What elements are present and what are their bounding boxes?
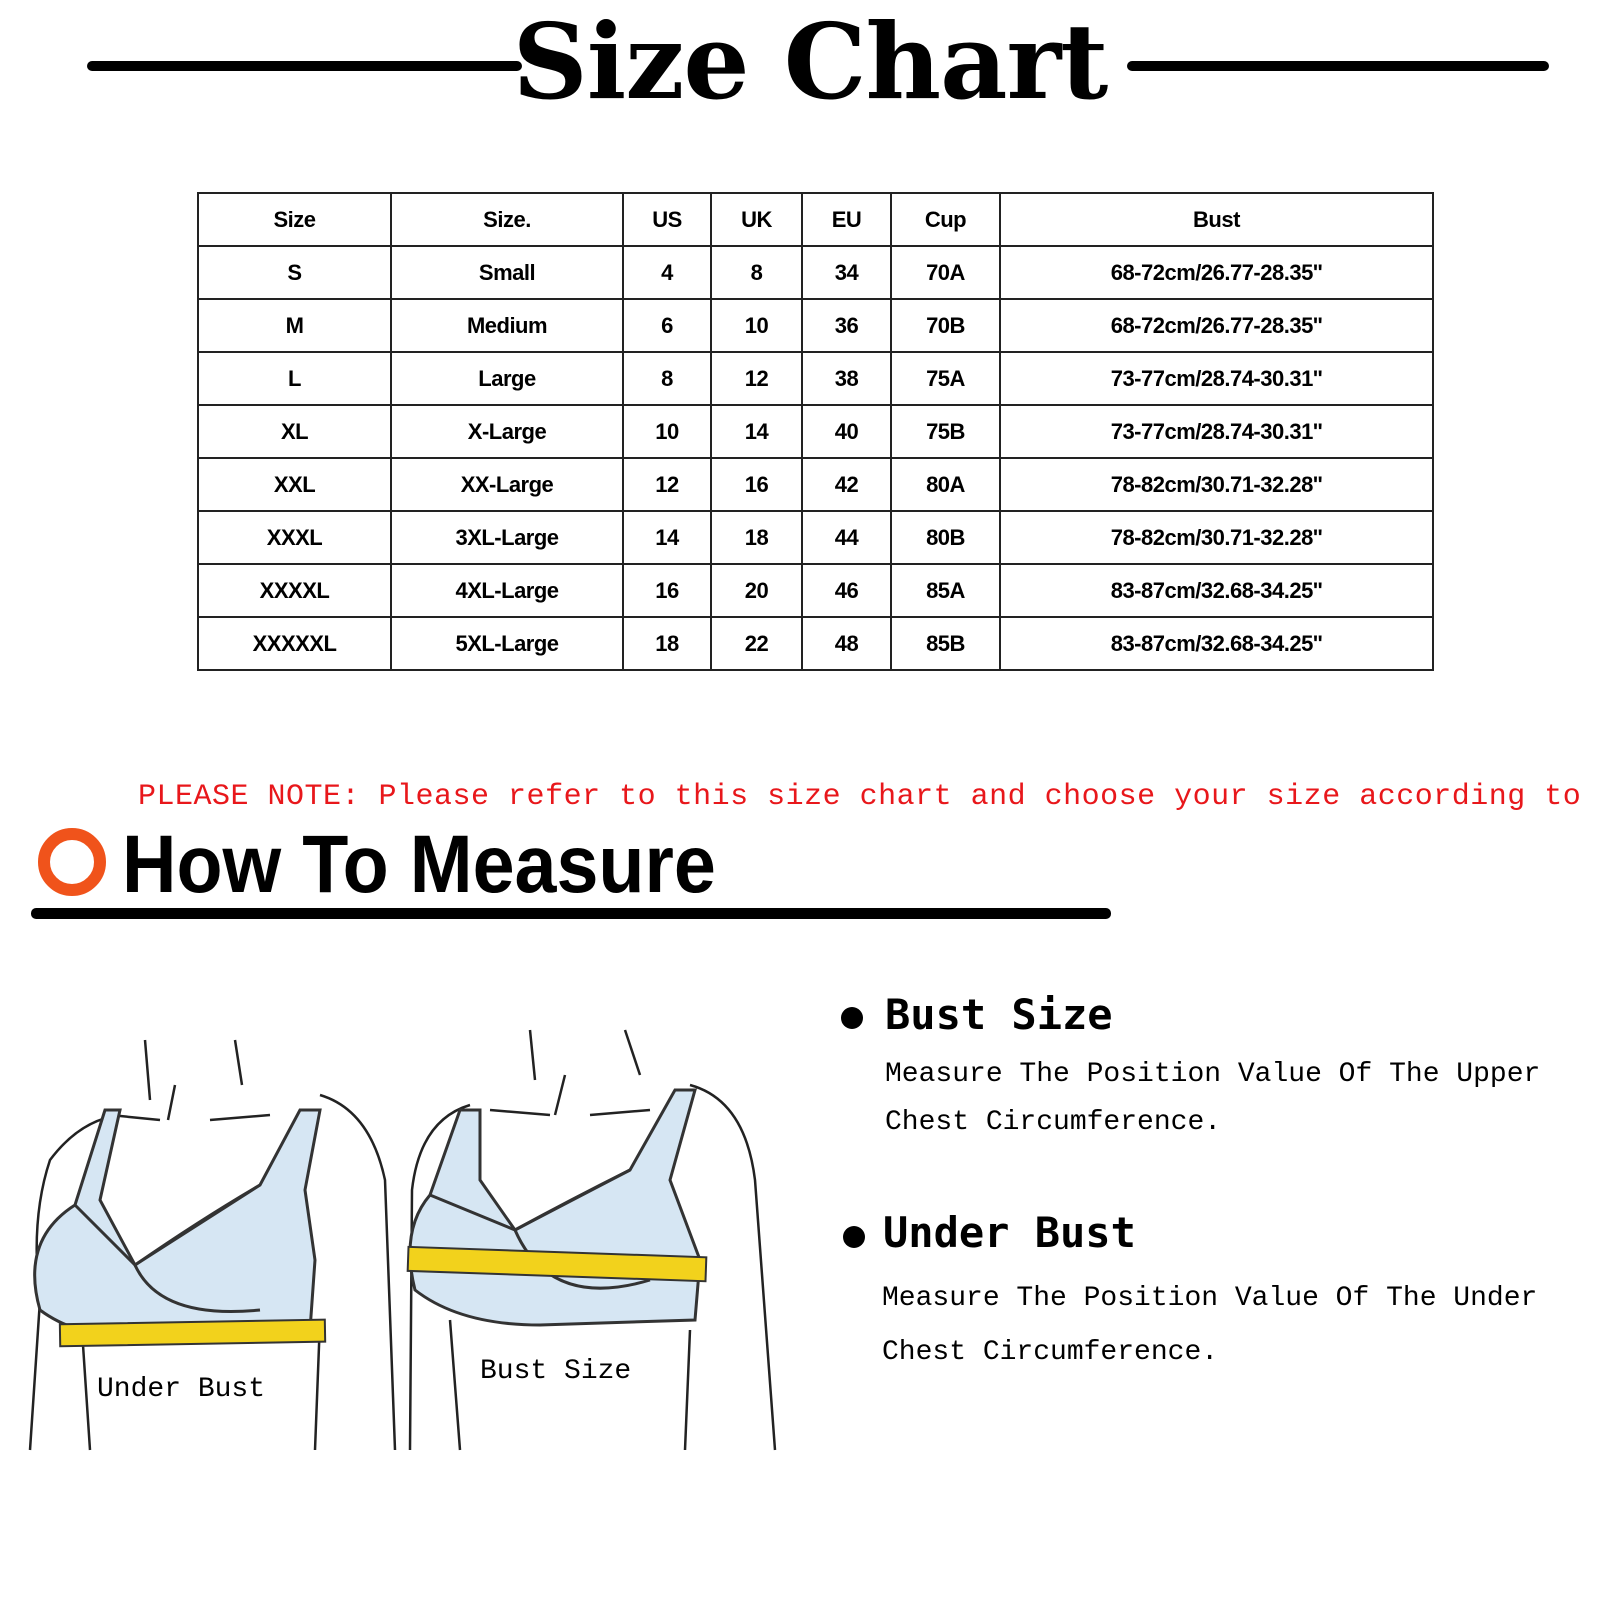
title-rule-right (1127, 61, 1549, 71)
column-header: Size (197, 192, 392, 247)
table-cell: 6 (622, 298, 712, 353)
bullet-icon (843, 1226, 865, 1248)
bust-size-heading: Bust Size (885, 990, 1113, 1039)
table-cell: XL (197, 404, 392, 459)
table-cell: 12 (710, 351, 803, 406)
bust-size-desc-line-2: Chest Circumference. (885, 1107, 1222, 1138)
table-cell: 80B (890, 510, 1001, 565)
table-cell: 18 (710, 510, 803, 565)
table-cell: 4 (622, 245, 712, 300)
table-cell: 73-77cm/28.74-30.31'' (999, 351, 1434, 406)
table-cell: 3XL-Large (390, 510, 624, 565)
table-header-row: Size Size. US UK EU Cup Bust (197, 192, 1434, 247)
measuring-tape (58, 1318, 327, 1348)
page-title: Size Chart (512, 0, 1109, 123)
table-cell: XXXL (197, 510, 392, 565)
table-row: XXXL 3XL-Large 14 18 44 80B 78-82cm/30.71-32.2… (197, 510, 1434, 565)
table-cell: 68-72cm/26.77-28.35'' (999, 245, 1434, 300)
under-bust-label: Under Bust (97, 1374, 266, 1405)
measuring-tape (406, 1245, 708, 1283)
please-note: PLEASE NOTE: Please refer to this size c… (138, 780, 1600, 814)
bust-size-illustration (406, 1029, 777, 1451)
table-cell: XXXXL (197, 563, 392, 618)
table-cell: M (197, 298, 392, 353)
column-header: Bust (999, 192, 1434, 247)
table-cell: 8 (622, 351, 712, 406)
table-cell: S (197, 245, 392, 300)
table-cell: 83-87cm/32.68-34.25'' (999, 616, 1434, 671)
table-cell: 12 (622, 457, 712, 512)
table-cell: 70B (890, 298, 1001, 353)
under-bust-desc-line-1: Measure The Position Value Of The Under (882, 1283, 1538, 1314)
table-cell: 40 (801, 404, 892, 459)
table-cell: L (197, 351, 392, 406)
table-cell: 10 (710, 298, 803, 353)
table-cell: XX-Large (390, 457, 624, 512)
table-cell: 34 (801, 245, 892, 300)
table-row: XXL XX-Large 12 16 42 80A 78-82cm/30.71-32.28'… (197, 457, 1434, 512)
bust-size-label: Bust Size (480, 1356, 632, 1387)
how-to-rule (31, 908, 1111, 919)
table-cell: 22 (710, 616, 803, 671)
ring-icon (38, 828, 106, 896)
table-cell: 18 (622, 616, 712, 671)
table-cell: X-Large (390, 404, 624, 459)
table-cell: XXL (197, 457, 392, 512)
table-row: XXXXXL 5XL-Large 18 22 48 85B 83-87cm/32.68-34… (197, 616, 1434, 671)
table-cell: 85B (890, 616, 1001, 671)
table-cell: 85A (890, 563, 1001, 618)
table-cell: 14 (622, 510, 712, 565)
under-bust-illustration (28, 1039, 397, 1451)
table-cell: 80A (890, 457, 1001, 512)
table-cell: 46 (801, 563, 892, 618)
table-cell: 16 (710, 457, 803, 512)
table-cell: Medium (390, 298, 624, 353)
table-cell: 48 (801, 616, 892, 671)
table-row: XXXXL 4XL-Large 16 20 46 85A 83-87cm/32.68-34.… (197, 563, 1434, 618)
table-cell: 73-77cm/28.74-30.31'' (999, 404, 1434, 459)
table-cell: 68-72cm/26.77-28.35'' (999, 298, 1434, 353)
table-cell: 4XL-Large (390, 563, 624, 618)
table-cell: 78-82cm/30.71-32.28'' (999, 457, 1434, 512)
bullet-icon (841, 1007, 863, 1029)
table-cell: 14 (710, 404, 803, 459)
table-cell: 38 (801, 351, 892, 406)
table-cell: 8 (710, 245, 803, 300)
table-cell: 83-87cm/32.68-34.25'' (999, 563, 1434, 618)
table-cell: 10 (622, 404, 712, 459)
column-header: UK (710, 192, 803, 247)
title-rule-left (87, 61, 522, 71)
table-row: M Medium 6 10 36 70B 68-72cm/26.77-28.35'' (197, 298, 1434, 353)
table-cell: 44 (801, 510, 892, 565)
table-cell: XXXXXL (197, 616, 392, 671)
table-row: XL X-Large 10 14 40 75B 73-77cm/28.74-30.31'' (197, 404, 1434, 459)
table-cell: 75A (890, 351, 1001, 406)
table-cell: 16 (622, 563, 712, 618)
column-header: US (622, 192, 712, 247)
table-cell: 5XL-Large (390, 616, 624, 671)
table-cell: 75B (890, 404, 1001, 459)
table-cell: 42 (801, 457, 892, 512)
under-bust-desc-line-2: Chest Circumference. (882, 1337, 1219, 1368)
table-row: S Small 4 8 34 70A 68-72cm/26.77-28.35'' (197, 245, 1434, 300)
column-header: Cup (890, 192, 1001, 247)
table-cell: 36 (801, 298, 892, 353)
size-table: Size Size. US UK EU Cup Bust S Small 4 8 34 70A 68-7… (197, 192, 1434, 671)
bust-size-desc-line-1: Measure The Position Value Of The Upper (885, 1059, 1541, 1090)
under-bust-heading: Under Bust (883, 1208, 1136, 1257)
column-header: Size. (390, 192, 624, 247)
table-row: L Large 8 12 38 75A 73-77cm/28.74-30.31'' (197, 351, 1434, 406)
table-cell: 20 (710, 563, 803, 618)
table-cell: 70A (890, 245, 1001, 300)
table-cell: 78-82cm/30.71-32.28'' (999, 510, 1434, 565)
column-header: EU (801, 192, 892, 247)
table-cell: Small (390, 245, 624, 300)
table-cell: Large (390, 351, 624, 406)
how-to-measure-title: How To Measure (122, 819, 716, 910)
